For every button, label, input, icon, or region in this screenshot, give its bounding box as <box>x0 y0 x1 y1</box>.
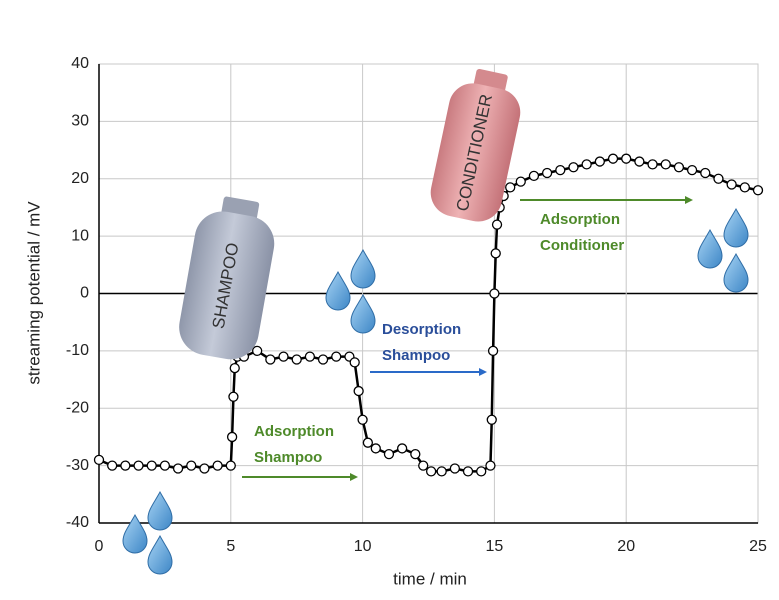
data-point <box>331 351 342 362</box>
data-point <box>418 460 429 471</box>
x-tick-label: 10 <box>354 538 372 555</box>
data-point <box>291 354 302 365</box>
plot-area: -40 -30 -20 -10 0 10 20 30 40 0 5 10 15 20 25 <box>66 55 767 555</box>
data-point <box>686 164 698 176</box>
data-point <box>349 357 360 368</box>
data-point <box>353 385 364 397</box>
data-point <box>133 460 144 471</box>
shampoo-bottle: SHAMPOO <box>179 196 275 360</box>
y-tick-label: 40 <box>71 55 89 72</box>
y-tick-label: 30 <box>71 113 89 130</box>
data-point <box>660 159 671 170</box>
data-point <box>673 162 685 173</box>
data-point <box>490 248 501 259</box>
annotation: Adsorption <box>540 211 620 228</box>
data-point <box>555 164 566 176</box>
data-point <box>199 463 210 474</box>
annotation: Adsorption <box>254 423 334 440</box>
data-point <box>357 414 368 425</box>
data-point <box>229 362 240 374</box>
data-point <box>487 345 499 357</box>
y-tick-label: -10 <box>66 342 89 359</box>
y-tick-label: -30 <box>66 457 89 474</box>
annotation: Desorption <box>382 321 461 338</box>
data-point <box>396 443 408 454</box>
x-tick-label: 0 <box>95 538 104 555</box>
data-point <box>515 176 526 187</box>
data-point <box>726 179 737 190</box>
data-point <box>568 162 579 173</box>
y-tick-label: 10 <box>71 227 89 244</box>
y-tick-label: -20 <box>66 399 89 416</box>
x-tick-label: 15 <box>486 538 504 555</box>
data-point <box>370 443 381 454</box>
arrows <box>242 196 693 481</box>
data-point <box>304 351 316 362</box>
data-point <box>476 466 487 477</box>
y-tick-label: 20 <box>71 170 89 187</box>
data-point <box>739 182 750 193</box>
data-point <box>265 354 276 365</box>
data-point <box>252 345 263 357</box>
data-point <box>528 170 540 182</box>
y-axis-label: streaming potential / mV <box>24 201 43 385</box>
data-point <box>594 156 605 167</box>
data-point <box>485 460 496 471</box>
annotation: Shampoo <box>254 449 322 466</box>
data-point <box>410 448 421 460</box>
x-tick-label: 20 <box>617 538 635 555</box>
conditioner-bottle: CONDITIONER <box>430 68 521 222</box>
data-point <box>212 460 223 471</box>
data-point <box>172 463 184 474</box>
data-point <box>159 460 171 471</box>
data-point <box>462 466 474 477</box>
data-point <box>449 463 461 474</box>
annotation: Shampoo <box>382 347 450 364</box>
data-point <box>436 466 447 477</box>
data-point <box>505 182 516 193</box>
data-point <box>752 185 764 196</box>
x-tick-label: 25 <box>749 538 767 555</box>
data-point <box>491 219 503 230</box>
data-point <box>362 437 374 448</box>
data-point <box>634 156 645 167</box>
data-point <box>486 414 497 425</box>
data-point <box>541 167 553 179</box>
x-tick-label: 5 <box>226 538 235 555</box>
data-point <box>120 460 131 471</box>
data-point <box>621 153 632 164</box>
annotation: Conditioner <box>540 237 624 254</box>
data-point <box>278 351 289 362</box>
data-point <box>713 173 724 184</box>
data-point <box>226 431 238 443</box>
data-point <box>317 354 329 365</box>
data-point <box>383 448 395 460</box>
data-point <box>107 460 118 471</box>
data-point <box>225 460 236 471</box>
data-point <box>186 460 197 471</box>
data-point <box>581 159 592 170</box>
y-tick-label: -40 <box>66 514 89 531</box>
data-point <box>647 159 658 170</box>
data-point <box>228 391 239 402</box>
data-point <box>425 466 437 477</box>
data-point <box>700 167 711 179</box>
y-tick-label: 0 <box>80 285 89 302</box>
data-point <box>489 288 500 299</box>
x-axis-label: time / min <box>393 569 467 588</box>
data-point <box>607 153 619 164</box>
data-point <box>146 460 157 471</box>
data-point <box>93 454 105 466</box>
